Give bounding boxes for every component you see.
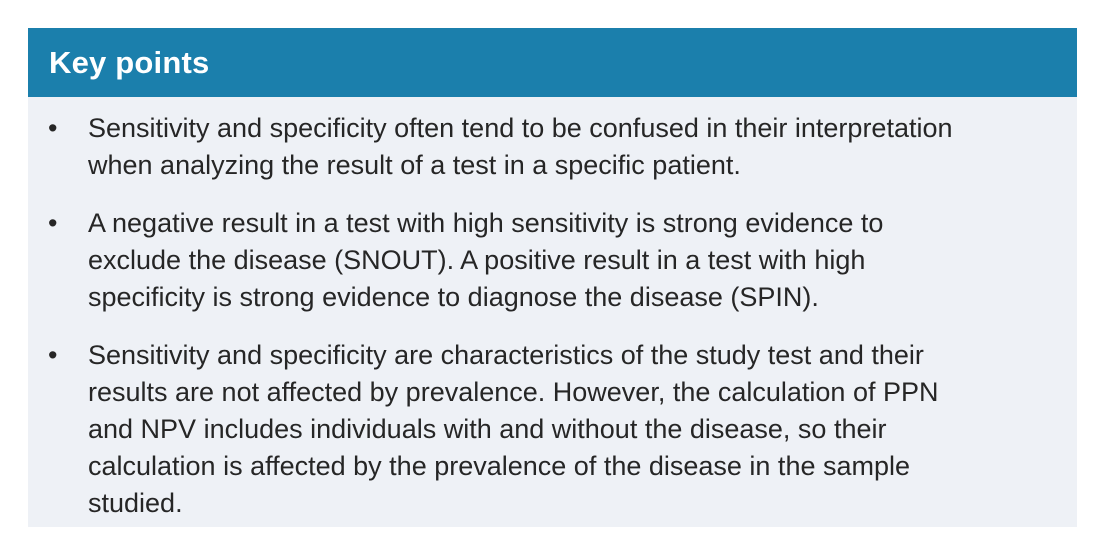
bullet-text-line: results are not affected by prevalence. … bbox=[88, 377, 939, 407]
bullet-item: • A negative result in a test with high … bbox=[48, 205, 1057, 316]
bullet-text-line: exclude the disease (SNOUT). A positive … bbox=[88, 245, 866, 275]
bullet-marker: • bbox=[48, 340, 58, 370]
bullet-item: • Sensitivity and specificity are charac… bbox=[48, 337, 1057, 522]
bullet-text-line: Sensitivity and specificity are characte… bbox=[88, 340, 924, 370]
bullet-text-line: when analyzing the result of a test in a… bbox=[88, 150, 741, 180]
bullet-text-line: specificity is strong evidence to diagno… bbox=[88, 282, 819, 312]
panel-title: Key points bbox=[49, 44, 210, 80]
bullet-text-line: Sensitivity and specificity often tend t… bbox=[88, 113, 953, 143]
bullet-text-line: and NPV includes individuals with and wi… bbox=[88, 414, 887, 444]
panel-header: Key points bbox=[28, 28, 1077, 97]
bullet-text: A negative result in a test with high se… bbox=[88, 205, 883, 316]
bullet-item: • Sensitivity and specificity often tend… bbox=[48, 110, 1057, 184]
bullet-text-line: calculation is affected by the prevalenc… bbox=[88, 451, 911, 481]
panel-body: • Sensitivity and specificity often tend… bbox=[28, 97, 1077, 527]
bullet-text-line: studied. bbox=[88, 488, 183, 518]
bullet-text-line: A negative result in a test with high se… bbox=[88, 208, 884, 238]
bullet-text: Sensitivity and specificity often tend t… bbox=[88, 110, 953, 184]
key-points-panel: Key points • Sensitivity and specificity… bbox=[28, 28, 1077, 527]
bullet-marker: • bbox=[48, 208, 58, 238]
bullet-text: Sensitivity and specificity are characte… bbox=[88, 337, 938, 522]
bullet-marker: • bbox=[48, 113, 58, 143]
